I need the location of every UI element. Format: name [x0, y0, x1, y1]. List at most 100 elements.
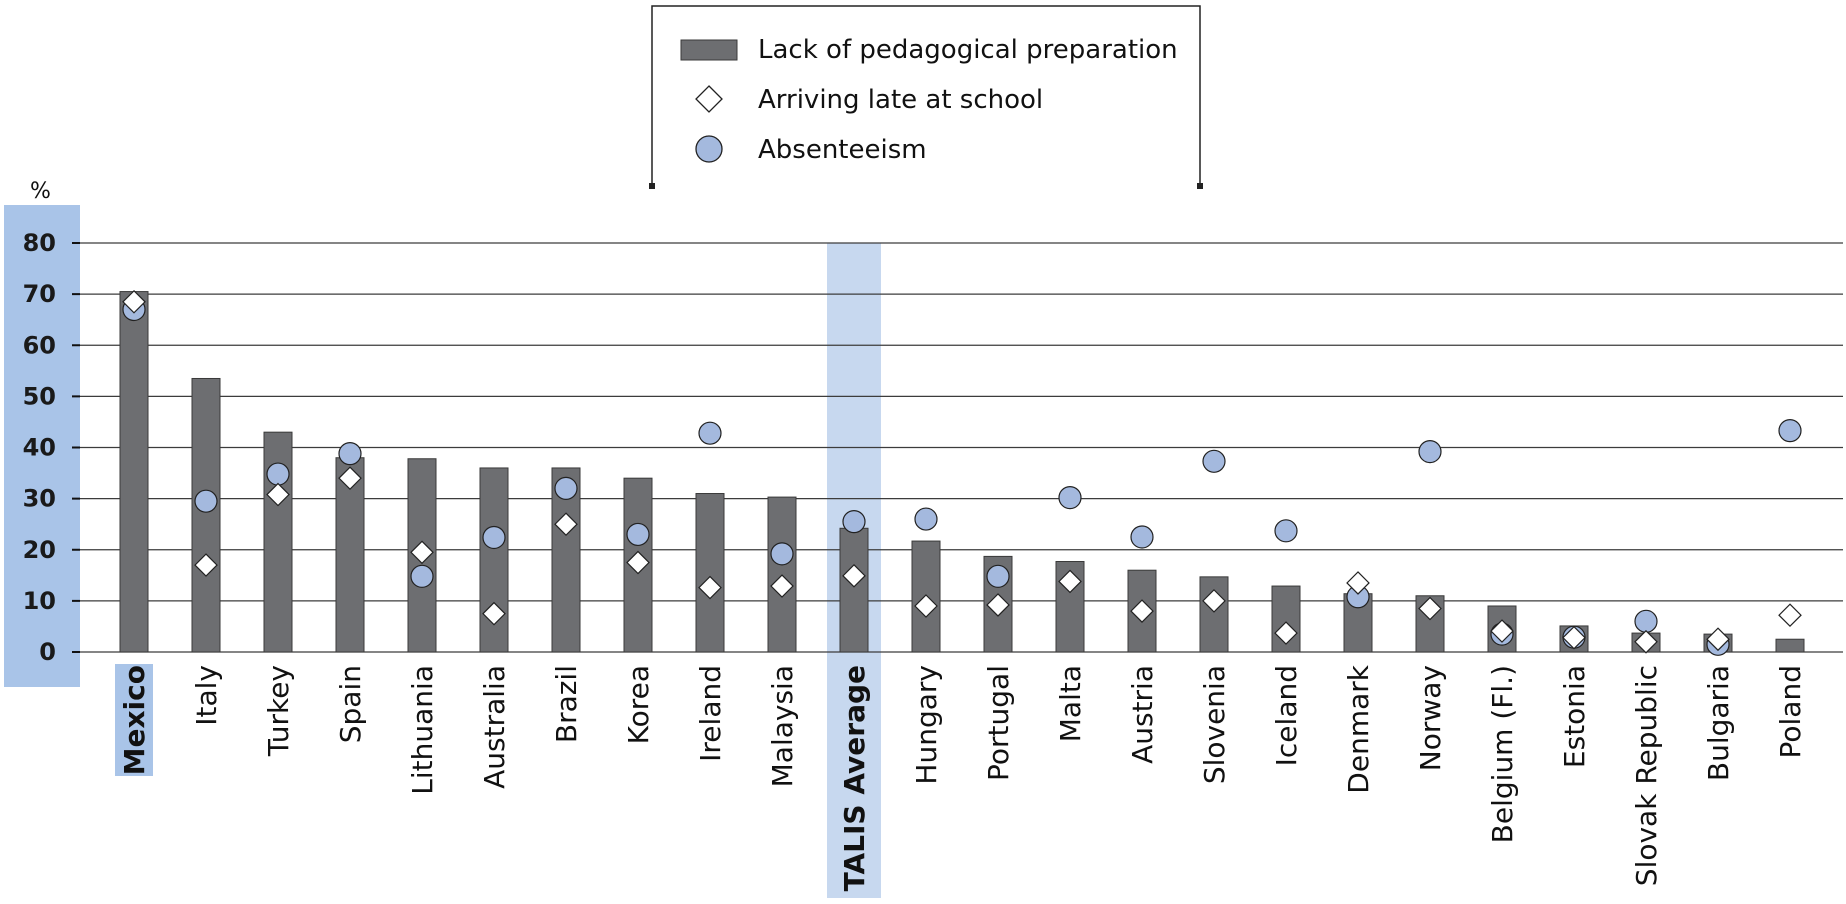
y-axis-highlight	[4, 205, 80, 687]
legend-frame	[651, 5, 1201, 186]
xtick-label-hungary: Hungary	[910, 665, 943, 785]
xtick-label-spain: Spain	[334, 665, 367, 743]
point-arriving-late-malaysia	[770, 574, 794, 598]
point-arriving-late-poland	[1778, 603, 1802, 628]
point-arriving-late-iceland	[1274, 621, 1298, 645]
legend-bar-swatch	[680, 39, 738, 61]
point-absenteeism-italy	[194, 489, 218, 513]
xtick-label-brazil: Brazil	[550, 665, 583, 743]
ytick-label-10: 10	[23, 587, 56, 615]
point-absenteeism-malta	[1058, 486, 1082, 510]
xtick-label-slovak-republic: Slovak Republic	[1630, 665, 1663, 886]
xtick-label-talis-average: TALIS Average	[838, 665, 871, 891]
xtick-label-denmark: Denmark	[1342, 664, 1375, 793]
xtick-label-italy: Italy	[190, 665, 223, 726]
point-arriving-late-turkey	[266, 482, 290, 507]
ytick-label-30: 30	[23, 485, 56, 513]
xtick-label-mexico: Mexico	[118, 665, 151, 775]
point-absenteeism-austria	[1130, 525, 1154, 549]
point-absenteeism-slovenia	[1202, 449, 1226, 473]
point-arriving-late-spain	[338, 466, 362, 491]
bar-mexico	[119, 291, 149, 653]
point-absenteeism-australia	[482, 525, 506, 550]
x-axis-labels: Mexico Italy Turkey Spain Lithuania Australia…	[118, 664, 1807, 891]
point-absenteeism-brazil	[554, 476, 578, 500]
xtick-label-turkey: Turkey	[262, 665, 295, 757]
ytick-label-70: 70	[23, 280, 56, 308]
ytick-label-80: 80	[23, 229, 56, 257]
legend-frame-end-left	[649, 183, 655, 189]
xtick-label-portugal: Portugal	[982, 665, 1015, 781]
point-absenteeism-malaysia	[770, 542, 794, 566]
point-absenteeism-ireland	[698, 421, 722, 445]
point-absenteeism-lithuania	[410, 564, 434, 588]
bar-poland	[1775, 638, 1805, 653]
bar-spain	[335, 457, 365, 653]
legend-label-absenteeism: Absenteeism	[758, 135, 927, 165]
point-arriving-late-slovak-republic	[1634, 629, 1658, 654]
bar-slovenia	[1199, 576, 1229, 653]
point-absenteeism-poland	[1778, 419, 1802, 443]
xtick-label-iceland: Iceland	[1270, 665, 1303, 766]
bar-hungary	[911, 540, 941, 653]
legend: Lack of pedagogical preparation Arriving…	[649, 5, 1203, 189]
bar-ireland	[695, 493, 725, 653]
markers-group	[122, 289, 1802, 656]
point-arriving-late-hungary	[914, 594, 938, 618]
point-arriving-late-italy	[194, 553, 218, 577]
bars-group	[119, 291, 1805, 653]
ytick-label-0: 0	[39, 638, 56, 666]
xtick-label-lithuania: Lithuania	[406, 665, 439, 795]
point-arriving-late-talis-average	[842, 563, 866, 588]
point-arriving-late-estonia	[1562, 625, 1586, 650]
xtick-label-slovenia: Slovenia	[1198, 665, 1231, 784]
xtick-label-malaysia: Malaysia	[766, 665, 799, 787]
ytick-label-60: 60	[23, 331, 56, 359]
point-arriving-late-slovenia	[1202, 589, 1226, 613]
legend-diamond-swatch	[695, 85, 723, 113]
point-arriving-late-norway	[1418, 596, 1442, 621]
point-absenteeism-slovak-republic	[1634, 609, 1658, 633]
bar-italy	[191, 377, 221, 653]
point-arriving-late-ireland	[698, 575, 722, 600]
xtick-label-malta: Malta	[1054, 665, 1087, 742]
point-absenteeism-iceland	[1274, 519, 1298, 543]
bar-talis-average	[839, 527, 869, 653]
xtick-label-estonia: Estonia	[1558, 665, 1591, 768]
ytick-label-40: 40	[23, 434, 56, 462]
legend-label-arriving-late: Arriving late at school	[758, 85, 1043, 115]
point-absenteeism-spain	[338, 442, 362, 466]
point-arriving-late-brazil	[554, 512, 578, 537]
point-arriving-late-australia	[482, 601, 506, 626]
point-absenteeism-turkey	[266, 462, 290, 486]
point-absenteeism-hungary	[914, 507, 938, 531]
y-axis-unit-label: %	[30, 179, 51, 204]
xtick-label-poland: Poland	[1774, 665, 1807, 758]
point-absenteeism-talis-average	[842, 510, 866, 534]
point-arriving-late-malta	[1058, 569, 1082, 594]
xtick-label-norway: Norway	[1414, 665, 1447, 771]
xtick-label-bulgaria: Bulgaria	[1702, 665, 1735, 781]
point-arriving-late-korea	[626, 550, 650, 575]
category-highlights	[115, 243, 881, 898]
point-absenteeism-portugal	[986, 564, 1010, 588]
highlight-label-mexico	[115, 664, 153, 776]
ytick-label-50: 50	[23, 382, 56, 410]
point-arriving-late-bulgaria	[1706, 627, 1730, 652]
point-arriving-late-denmark	[1346, 571, 1370, 595]
point-arriving-late-lithuania	[410, 540, 434, 565]
legend-circle-swatch	[695, 135, 723, 163]
xtick-label-australia: Australia	[478, 665, 511, 789]
point-arriving-late-portugal	[986, 593, 1010, 617]
legend-frame-end-right	[1197, 183, 1203, 189]
point-arriving-late-belgium-fl-	[1490, 619, 1514, 643]
point-arriving-late-mexico	[122, 289, 146, 314]
y-axis-ticks: 0 10 20 30 40 50 60 70 80	[23, 229, 80, 666]
legend-label-pedagogical: Lack of pedagogical preparation	[758, 35, 1178, 65]
gridlines	[80, 242, 1843, 653]
point-absenteeism-korea	[626, 522, 650, 547]
xtick-label-austria: Austria	[1126, 665, 1159, 764]
xtick-label-belgium-fl-: Belgium (Fl.)	[1486, 665, 1519, 843]
point-arriving-late-austria	[1130, 599, 1154, 623]
